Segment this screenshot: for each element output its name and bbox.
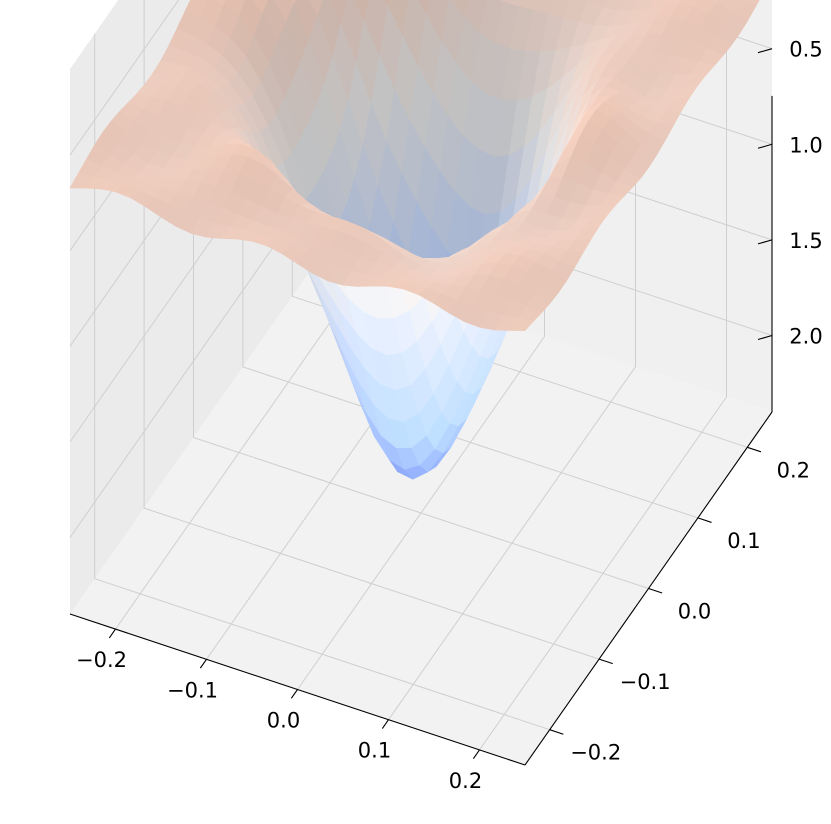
y-tick-mark: [747, 446, 762, 453]
z-tick-label: 0.5: [789, 38, 822, 62]
x-tick-mark: [472, 749, 480, 760]
grid-line-y: [291, 0, 748, 448]
tick-marks: [108, 48, 773, 760]
surface-mesh: [69, 0, 760, 480]
grid-line-x: [297, 0, 545, 690]
y-tick-label: 0.2: [777, 458, 810, 482]
x-tick-mark: [108, 628, 116, 639]
x-tick-label: −0.1: [167, 678, 218, 702]
y-tick-mark: [697, 517, 712, 523]
y-tick-mark: [549, 729, 564, 735]
z-tick-label: 2.0: [789, 325, 822, 349]
z-tick-mark: [757, 143, 773, 149]
x-tick-label: −0.2: [76, 648, 127, 672]
grid-line-z: [69, 0, 180, 156]
tick-labels: −0.2−0.10.00.10.2−0.2−0.10.00.10.20.00.5…: [76, 38, 823, 793]
z-tick-mark: [757, 239, 773, 245]
x-tick-label: 0.1: [358, 739, 391, 763]
z-tick-mark: [757, 48, 773, 54]
y-tick-label: −0.1: [620, 670, 671, 694]
surface-facet: [290, 0, 297, 6]
y-tick-mark: [598, 658, 613, 665]
surface-facet: [509, 318, 534, 332]
x-tick-label: 0.2: [449, 769, 482, 793]
y-tick-mark: [648, 587, 663, 594]
y-tick-label: −0.2: [570, 741, 621, 765]
x-tick-label: 0.0: [267, 709, 300, 733]
x-tick-mark: [290, 689, 298, 699]
z-tick-mark: [757, 334, 773, 341]
y-tick-label: 0.0: [678, 600, 711, 624]
x-tick-mark: [199, 658, 207, 669]
z-tick-label: 1.5: [789, 229, 822, 253]
y-tick-label: 0.1: [727, 529, 760, 553]
z-tick-label: 1.0: [789, 133, 822, 157]
x-tick-mark: [381, 719, 389, 729]
